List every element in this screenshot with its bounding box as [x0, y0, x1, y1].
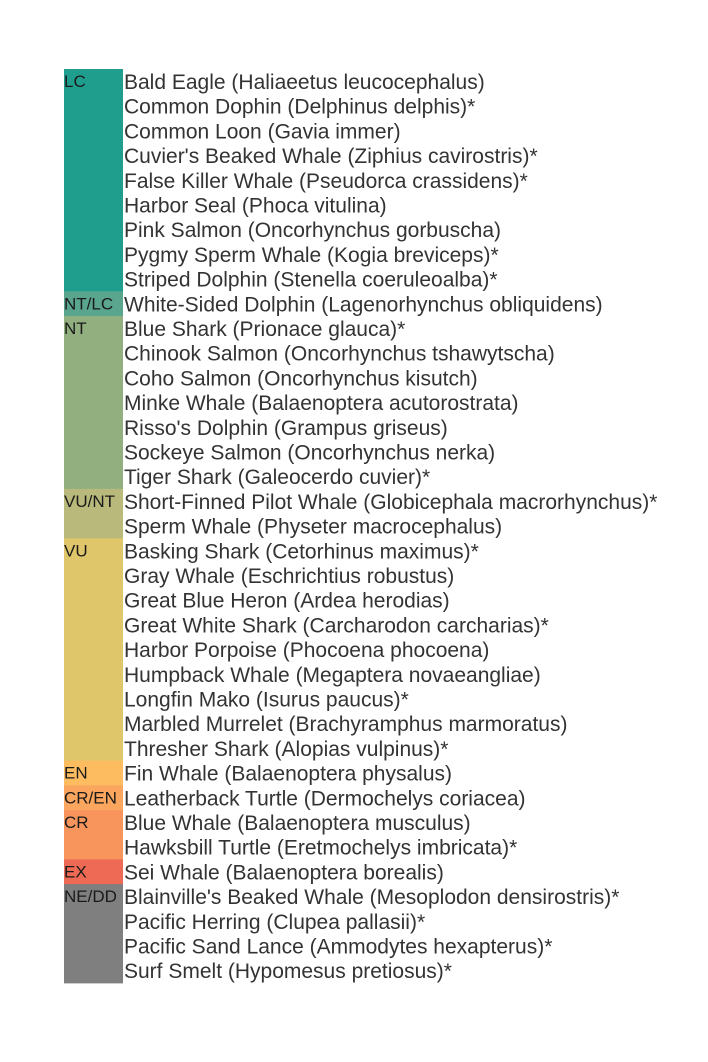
category-label: CR: [64, 813, 89, 832]
species-label: Blue Shark (Prionace glauca)*: [124, 318, 405, 341]
species-label: Common Dophin (Delphinus delphis)*: [124, 96, 475, 119]
category-band-cr: [64, 810, 123, 860]
species-label: Common Loon (Gavia immer): [124, 120, 401, 143]
species-label: Pygmy Sperm Whale (Kogia breviceps)*: [124, 244, 499, 267]
species-label: Bald Eagle (Haliaeetus leucocephalus): [124, 71, 485, 94]
category-label: CR/EN: [64, 788, 117, 807]
category-label: VU: [64, 541, 88, 560]
category-band-cr-en: [64, 785, 123, 811]
category-band-en: [64, 760, 123, 786]
species-label: Sei Whale (Balaenoptera borealis): [124, 861, 444, 884]
species-label: Pacific Sand Lance (Ammodytes hexapterus…: [124, 936, 552, 959]
species-label: Basking Shark (Cetorhinus maximus)*: [124, 540, 479, 563]
species-label: Chinook Salmon (Oncorhynchus tshawytscha…: [124, 343, 555, 366]
category-band-vu: [64, 538, 123, 762]
species-label: White-Sided Dolphin (Lagenorhynchus obli…: [124, 293, 603, 316]
species-label: Pink Salmon (Oncorhynchus gorbuscha): [124, 219, 501, 242]
category-band-ne-dd: [64, 884, 123, 984]
category-label: EX: [64, 862, 87, 881]
species-label: Blue Whale (Balaenoptera musculus): [124, 812, 471, 835]
category-label: VU/NT: [64, 492, 115, 511]
species-label: Tiger Shark (Galeocerdo cuvier)*: [124, 466, 430, 489]
category-label: NE/DD: [64, 887, 117, 906]
species-label: Humpback Whale (Megaptera novaeangliae): [124, 664, 541, 687]
species-label: Blainville's Beaked Whale (Mesoplodon de…: [124, 886, 619, 909]
category-label: NT/LC: [64, 294, 113, 313]
species-label: Pacific Herring (Clupea pallasii)*: [124, 911, 425, 934]
species-label: Hawksbill Turtle (Eretmochelys imbricata…: [124, 837, 517, 860]
species-label: Sperm Whale (Physeter macrocephalus): [124, 516, 502, 539]
species-label: Risso's Dolphin (Grampus griseus): [124, 417, 448, 440]
category-label: LC: [64, 72, 86, 91]
species-label: Surf Smelt (Hypomesus pretiosus)*: [124, 960, 452, 983]
species-label: Fin Whale (Balaenoptera physalus): [124, 763, 452, 786]
species-label: Gray Whale (Eschrichtius robustus): [124, 565, 454, 588]
species-label: Minke Whale (Balaenoptera acutorostrata): [124, 392, 519, 415]
species-label: Short-Finned Pilot Whale (Globicephala m…: [124, 491, 657, 514]
category-band-lc: [64, 69, 123, 292]
species-label: False Killer Whale (Pseudorca crassidens…: [124, 170, 528, 193]
species-label: Cuvier's Beaked Whale (Ziphius cavirostr…: [124, 145, 538, 168]
species-label: Longfin Mako (Isurus paucus)*: [124, 689, 409, 712]
species-label: Leatherback Turtle (Dermochelys coriacea…: [124, 787, 526, 810]
species-label: Coho Salmon (Oncorhynchus kisutch): [124, 367, 478, 390]
species-label: Harbor Porpoise (Phocoena phocoena): [124, 639, 489, 662]
category-band-vu-nt: [64, 488, 123, 539]
species-label: Marbled Murrelet (Brachyramphus marmorat…: [124, 713, 567, 736]
category-band-ex: [64, 859, 123, 885]
species-label: Striped Dolphin (Stenella coeruleoalba)*: [124, 269, 498, 292]
species-label: Great White Shark (Carcharodon carcharia…: [124, 614, 549, 637]
species-label: Sockeye Salmon (Oncorhynchus nerka): [124, 442, 495, 465]
species-label: Harbor Seal (Phoca vitulina): [124, 195, 387, 218]
category-band-nt: [64, 316, 123, 490]
category-label: EN: [64, 764, 88, 783]
category-band-nt-lc: [64, 291, 123, 317]
species-label: Great Blue Heron (Ardea herodias): [124, 590, 450, 613]
species-label: Thresher Shark (Alopias vulpinus)*: [124, 738, 448, 761]
category-label: NT: [64, 319, 87, 338]
